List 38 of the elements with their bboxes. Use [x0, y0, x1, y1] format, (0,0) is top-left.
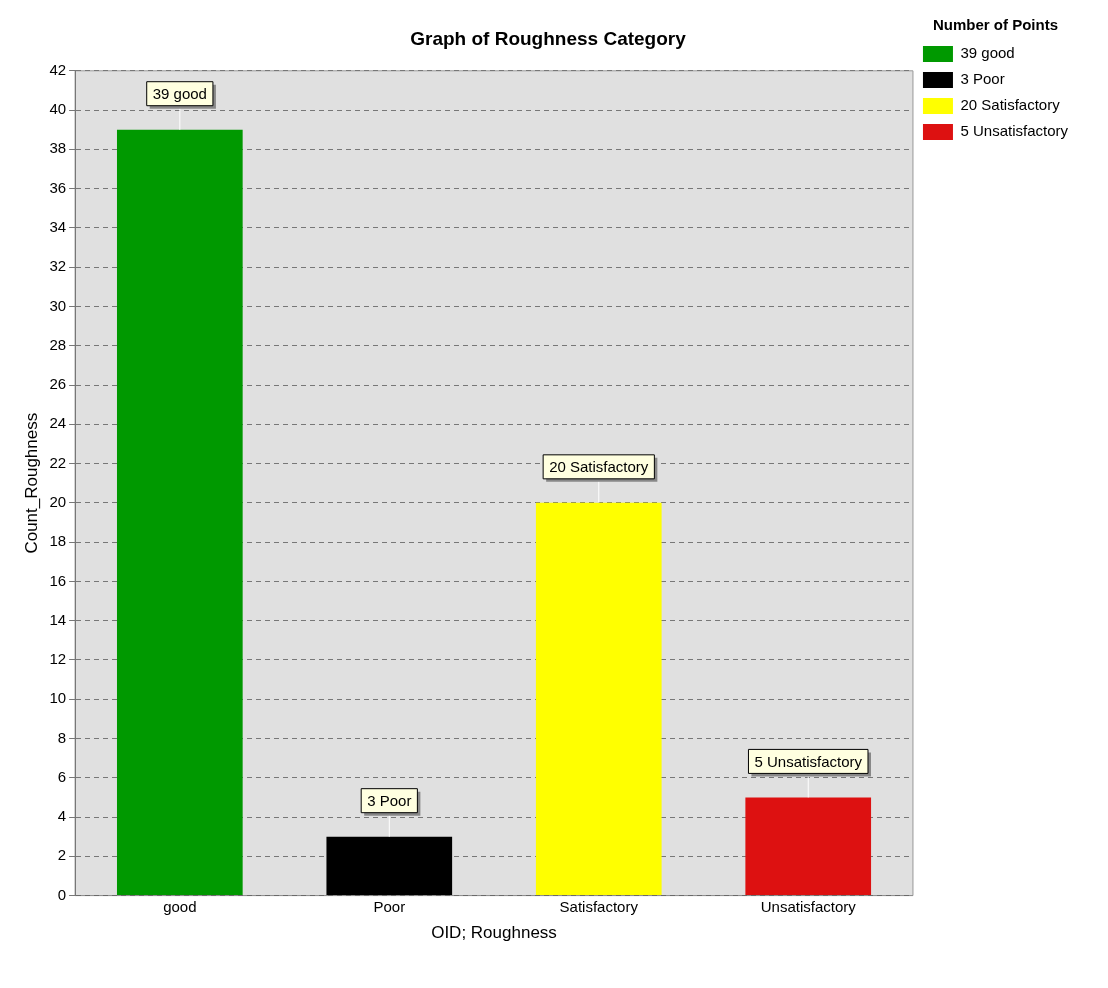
legend-label: 39 good: [960, 44, 1015, 62]
x-tick-label: Unsatisfactory: [760, 897, 857, 915]
x-tick-label: good: [163, 897, 197, 915]
y-tick-label: 36: [49, 178, 67, 196]
y-tick-label: 0: [57, 885, 67, 903]
y-tick-label: 14: [49, 610, 67, 628]
y-axis-title: Count_Roughness: [21, 412, 41, 554]
y-tick-label: 20: [49, 492, 67, 510]
data-label: 3 Poor: [367, 791, 412, 809]
data-label: 39 good: [152, 84, 207, 102]
y-tick-label: 2: [57, 846, 67, 864]
y-tick-label: 6: [57, 767, 67, 785]
x-tick-label: Satisfactory: [559, 897, 639, 915]
y-tick-label: 10: [49, 689, 67, 707]
y-tick-label: 28: [49, 335, 67, 353]
y-tick-label: 42: [49, 60, 67, 78]
y-tick-label: 22: [49, 453, 67, 471]
data-label: 20 Satisfactory: [549, 457, 649, 475]
x-axis-title: OID; Roughness: [431, 923, 557, 943]
x-tick-label: Poor: [373, 897, 406, 915]
y-tick-label: 32: [49, 257, 67, 275]
legend-label: 20 Satisfactory: [960, 96, 1061, 114]
y-tick-label: 26: [49, 375, 67, 393]
chart-title: Graph of Roughness Category: [410, 27, 687, 49]
y-tick-label: 34: [49, 218, 67, 236]
legend-title: Number of Points: [932, 15, 1058, 33]
y-tick-label: 8: [57, 728, 67, 746]
y-tick-label: 12: [49, 650, 67, 668]
y-tick-label: 4: [57, 807, 67, 825]
y-tick-label: 38: [49, 139, 67, 157]
legend-label: 3 Poor: [960, 70, 1005, 88]
y-tick-label: 30: [49, 296, 67, 314]
y-tick-label: 18: [49, 532, 67, 550]
y-tick-label: 16: [49, 571, 67, 589]
y-tick-label: 24: [49, 414, 67, 432]
data-label: 5 Unsatisfactory: [754, 752, 863, 770]
y-tick-label: 40: [49, 100, 67, 118]
legend-label: 5 Unsatisfactory: [960, 122, 1069, 140]
